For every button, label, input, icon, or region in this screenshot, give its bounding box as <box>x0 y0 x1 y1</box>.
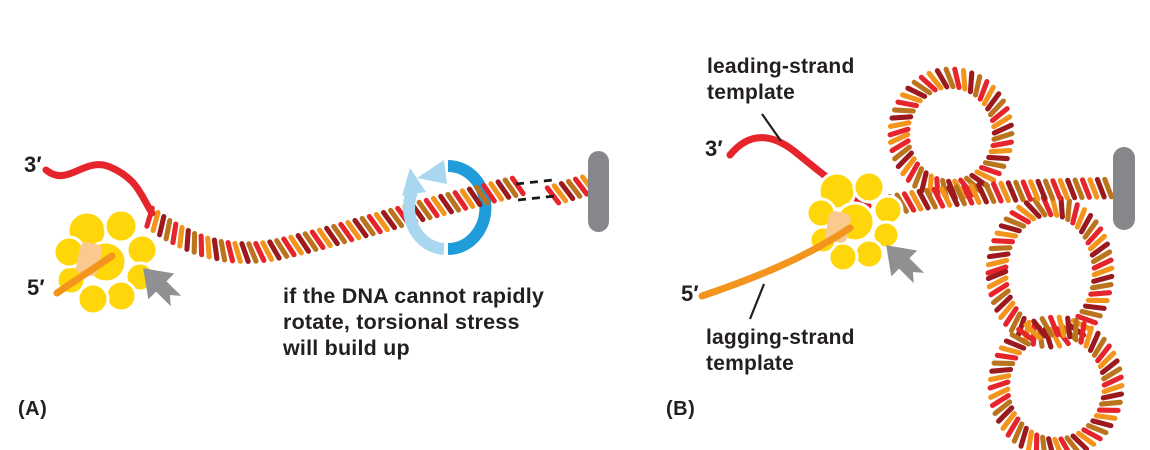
lagging-strand-b <box>698 224 854 300</box>
supercoil-loops-b <box>887 66 1125 450</box>
replication-machine-b <box>805 170 904 273</box>
anchor-b <box>1113 147 1135 230</box>
panel-a-art <box>42 151 609 316</box>
movement-arrow-a-icon <box>143 268 182 307</box>
label-3-prime-b: 3′ <box>705 136 723 161</box>
movement-arrow-b-icon <box>886 245 925 284</box>
label-5-prime-a: 5′ <box>27 275 45 300</box>
dna-helix-b <box>872 176 1115 219</box>
leading-strand-a <box>42 161 156 217</box>
rotation-arrow-icon <box>402 160 447 255</box>
lagging-strand-a <box>53 252 116 297</box>
label-pointer-lines <box>748 113 782 320</box>
label-5-prime-b: 5′ <box>681 281 699 306</box>
caption-torsional-stress: if the DNA cannot rapidly rotate, torsio… <box>283 284 545 360</box>
label-3-prime-a: 3′ <box>24 152 42 177</box>
anchor-a <box>588 151 609 232</box>
panel-a-label: (A) <box>18 398 48 420</box>
continuation-dashes <box>515 178 556 202</box>
label-lagging-strand-template: lagging-strand template <box>706 326 855 375</box>
replication-machine-a <box>52 208 159 316</box>
panel-b-art <box>698 66 1135 450</box>
rotation-arrow-back-icon <box>447 160 492 255</box>
panel-b-label: (B) <box>666 398 696 420</box>
label-leading-strand-template: leading-strand template <box>707 55 855 104</box>
dna-helix-a <box>144 174 597 264</box>
